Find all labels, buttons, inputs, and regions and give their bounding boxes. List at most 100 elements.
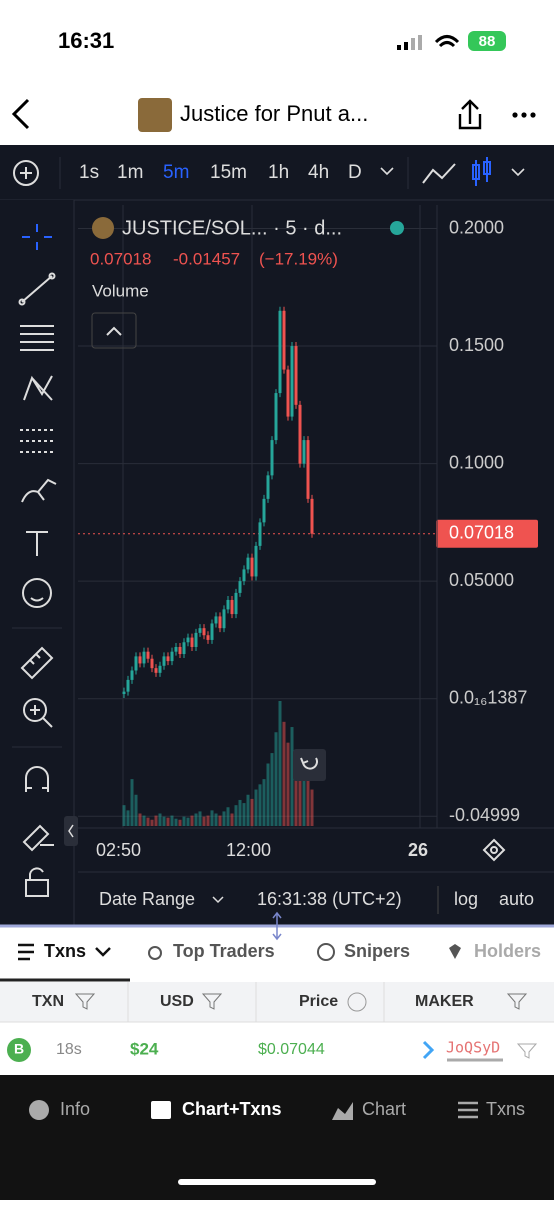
column-header[interactable]: Price — [299, 993, 338, 1010]
price-tick-label: 0.0₁₆1387 — [449, 687, 527, 707]
collapse-legend[interactable] — [91, 312, 137, 349]
more-button[interactable] — [512, 112, 536, 118]
interval[interactable]: 1s — [79, 162, 99, 183]
candle — [150, 658, 154, 669]
interval[interactable]: 4h — [308, 162, 329, 183]
auto-toggle[interactable]: auto — [499, 889, 534, 909]
volume-bar — [162, 816, 166, 826]
candle — [274, 393, 278, 441]
volume-bar — [138, 813, 142, 826]
header-title: Justice for Pnut a... — [180, 101, 368, 126]
volume-bar — [210, 810, 214, 826]
filter-icon[interactable] — [506, 993, 528, 1010]
volume-bar — [230, 813, 234, 826]
maker-filter[interactable] — [516, 1043, 538, 1059]
volume-bar — [218, 815, 222, 826]
column-header[interactable]: USD — [160, 993, 194, 1010]
collapse-tab[interactable] — [64, 816, 78, 846]
nav-item[interactable]: Chart+Txns — [182, 1099, 282, 1119]
clock: 16:31:38 (UTC+2) — [257, 889, 402, 909]
candle — [282, 310, 286, 370]
tab[interactable]: Txns — [44, 941, 86, 961]
filter-icon[interactable] — [201, 993, 223, 1010]
nav-item[interactable]: Info — [60, 1099, 90, 1119]
txn-maker[interactable]: JoQSyD — [446, 1039, 500, 1057]
tab[interactable]: Holders — [474, 941, 541, 961]
currency-toggle[interactable] — [347, 992, 367, 1012]
candle — [186, 637, 190, 643]
nav-item[interactable]: Chart — [362, 1099, 406, 1119]
volume-bar — [238, 799, 242, 826]
chart-type-more[interactable] — [511, 168, 525, 177]
reset-button[interactable] — [293, 749, 326, 781]
date-range-arrow — [212, 896, 224, 904]
back-button[interactable] — [11, 98, 30, 130]
volume-bar — [226, 807, 230, 826]
interval[interactable]: 15m — [210, 162, 247, 183]
candle — [218, 616, 222, 629]
drawing-tools[interactable] — [18, 224, 57, 897]
candle — [126, 679, 130, 692]
time-label: 12:00 — [226, 840, 271, 860]
signal — [397, 35, 422, 50]
volume-bar — [242, 803, 246, 826]
resize-handle[interactable] — [272, 911, 282, 941]
candle — [206, 635, 210, 640]
interval[interactable]: 1m — [117, 162, 143, 183]
line-chart-type[interactable] — [422, 163, 456, 184]
candle — [138, 656, 142, 664]
volume-bar — [278, 701, 282, 826]
top-area — [0, 0, 554, 145]
volume-bar — [274, 732, 278, 826]
maker-icon — [422, 1040, 435, 1060]
volume-bar — [194, 813, 198, 826]
interval[interactable]: 5m — [163, 162, 189, 183]
txn-usd: $24 — [130, 1039, 159, 1058]
volume-bar — [206, 815, 210, 826]
volume-bar — [306, 779, 310, 826]
volume-bar — [134, 794, 138, 826]
column-header[interactable]: MAKER — [415, 993, 474, 1010]
date-range[interactable]: Date Range — [99, 889, 195, 909]
add-indicator[interactable] — [13, 160, 39, 186]
volume-bar — [146, 817, 150, 826]
tab[interactable]: Snipers — [344, 941, 410, 961]
share-button[interactable] — [458, 99, 482, 130]
candle — [270, 440, 274, 476]
interval[interactable]: 1h — [268, 162, 289, 183]
candle — [294, 346, 298, 405]
filter-icon[interactable] — [74, 993, 96, 1010]
column-header[interactable]: TXN — [32, 993, 64, 1010]
battery-level: 88 — [479, 33, 496, 50]
candle — [210, 623, 214, 640]
home-indicator — [178, 1179, 376, 1185]
tab[interactable]: Top Traders — [173, 941, 275, 961]
volume-bar — [202, 816, 206, 826]
price-tick-label: 0.2000 — [449, 217, 504, 237]
tool-sidebar — [0, 200, 74, 925]
volume-bar — [166, 817, 170, 826]
tab-icon — [18, 943, 34, 961]
collapse-legend-icon — [106, 326, 122, 336]
buy-badge — [7, 1038, 31, 1062]
volume-bar — [178, 819, 182, 826]
candle — [202, 628, 206, 636]
token-icon — [138, 98, 172, 132]
interval[interactable]: D — [348, 162, 362, 183]
settings-dot — [490, 846, 498, 854]
candle — [298, 404, 302, 464]
candle — [278, 310, 282, 394]
candle — [142, 651, 146, 664]
settings-icon[interactable] — [482, 838, 506, 862]
symbol: JUSTICE/SOL... · 5 · d... — [122, 217, 342, 239]
volume-bar — [310, 789, 314, 826]
candle — [158, 665, 162, 673]
candle-chart-type[interactable] — [472, 157, 491, 186]
nav-item[interactable]: Txns — [486, 1099, 525, 1119]
volume-bar — [270, 753, 274, 826]
volume-bar — [222, 811, 226, 826]
log-toggle[interactable]: log — [454, 889, 478, 909]
interval-more[interactable] — [380, 167, 394, 176]
volume-bar — [290, 727, 294, 826]
